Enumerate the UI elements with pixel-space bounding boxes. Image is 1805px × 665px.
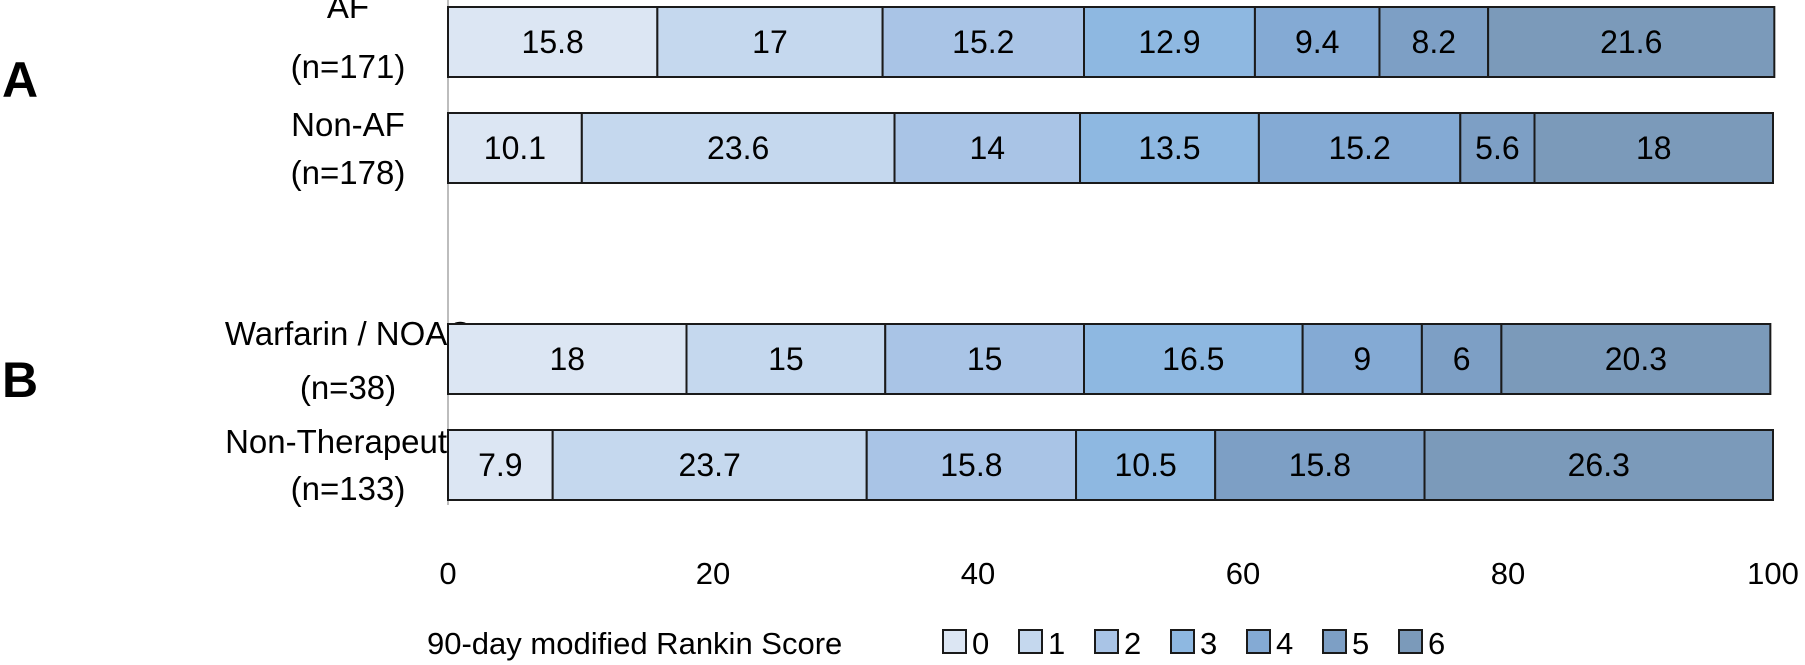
bar-segment-score-1 bbox=[551, 429, 868, 501]
legend-label-score-6: 6 bbox=[1428, 626, 1445, 661]
x-tick-label: 20 bbox=[696, 556, 730, 591]
row-label-name: Non-AF bbox=[291, 106, 405, 143]
bar-segment-score-2 bbox=[865, 429, 1078, 501]
x-tick-label: 0 bbox=[439, 556, 456, 591]
segment-data-label: 16.5 bbox=[1162, 341, 1224, 377]
segment-data-label: 26.3 bbox=[1568, 447, 1630, 483]
segment-data-label: 9 bbox=[1353, 341, 1371, 377]
x-tick-label: 40 bbox=[961, 556, 995, 591]
segment-data-label: 14 bbox=[969, 130, 1005, 166]
segment-data-label: 10.1 bbox=[484, 130, 546, 166]
bar-segment-score-5 bbox=[1420, 323, 1503, 395]
row-label-count: (n=133) bbox=[291, 470, 406, 507]
segment-data-label: 20.3 bbox=[1605, 341, 1667, 377]
bar-segment-score-5 bbox=[1378, 6, 1490, 78]
segment-data-label: 5.6 bbox=[1475, 130, 1519, 166]
panel-letters: AB bbox=[2, 52, 38, 408]
bar-row-0-1: 10.1 23.6 14 13.5 15.2 5.6 18 bbox=[447, 112, 1774, 184]
legend-label-score-5: 5 bbox=[1352, 626, 1369, 661]
row-label-count: (n=38) bbox=[300, 369, 396, 406]
segment-data-label: 15.8 bbox=[1289, 447, 1351, 483]
bar-segment-score-6 bbox=[1533, 112, 1774, 184]
row-label-name: Warfarin / NOAC bbox=[225, 315, 471, 352]
legend-swatch-score-6 bbox=[1398, 629, 1423, 654]
segment-data-label: 15.2 bbox=[1328, 130, 1390, 166]
legend-label-score-4: 4 bbox=[1276, 626, 1293, 661]
bar-segment-score-5 bbox=[1214, 429, 1426, 501]
bar-segment-score-4 bbox=[1301, 323, 1423, 395]
bar-segment-score-1 bbox=[656, 6, 884, 78]
bar-row-1-0: 18 15 15 16.5 9 6 20.3 bbox=[447, 323, 1772, 395]
bar-segment-score-1 bbox=[580, 112, 896, 184]
bar-segment-score-6 bbox=[1487, 6, 1776, 78]
row-label-count: (n=171) bbox=[291, 48, 406, 85]
legend-label-score-1: 1 bbox=[1048, 626, 1065, 661]
bar-segment-score-3 bbox=[1079, 112, 1260, 184]
row-label-count: (n=178) bbox=[291, 154, 406, 191]
bars: 15.8 17 15.2 12.9 9.4 8.2 21.6 10.1 23.6 14 13.5 15… bbox=[447, 6, 1776, 501]
segment-data-label: 23.7 bbox=[679, 447, 741, 483]
legend-swatch-score-0 bbox=[942, 629, 967, 654]
bar-row-1-1: 7.9 23.7 15.8 10.5 15.8 26.3 bbox=[447, 429, 1775, 501]
segment-data-label: 15.8 bbox=[522, 24, 584, 60]
row-label-name: AF bbox=[327, 0, 369, 25]
segment-data-label: 18 bbox=[549, 341, 585, 377]
segment-data-label: 7.9 bbox=[478, 447, 522, 483]
legend-swatch-score-1 bbox=[1018, 629, 1043, 654]
legend-title: 90-day modified Rankin Score bbox=[427, 626, 842, 661]
panel-letter-a: A bbox=[2, 52, 38, 108]
segment-data-label: 17 bbox=[752, 24, 788, 60]
x-tick-label: 80 bbox=[1491, 556, 1525, 591]
legend-swatch-score-2 bbox=[1094, 629, 1119, 654]
bar-segment-score-3 bbox=[1083, 323, 1304, 395]
x-tick-label: 60 bbox=[1226, 556, 1260, 591]
bar-segment-score-6 bbox=[1423, 429, 1775, 501]
segment-data-label: 13.5 bbox=[1138, 130, 1200, 166]
segment-data-label: 8.2 bbox=[1412, 24, 1456, 60]
segment-data-label: 15 bbox=[768, 341, 804, 377]
bar-segment-score-2 bbox=[884, 323, 1085, 395]
bar-segment-score-2 bbox=[881, 6, 1085, 78]
legend: 90-day modified Rankin Score 0 1 2 3 4 5 6 bbox=[427, 626, 1445, 661]
segment-data-label: 12.9 bbox=[1138, 24, 1200, 60]
panel-letter-b: B bbox=[2, 352, 38, 408]
segment-data-label: 10.5 bbox=[1114, 447, 1176, 483]
bar-row-0-0: 15.8 17 15.2 12.9 9.4 8.2 21.6 bbox=[447, 6, 1776, 78]
segment-data-label: 18 bbox=[1636, 130, 1672, 166]
segment-data-label: 6 bbox=[1453, 341, 1471, 377]
bar-segment-score-5 bbox=[1459, 112, 1536, 184]
bar-segment-score-0 bbox=[447, 323, 688, 395]
segment-data-label: 15.2 bbox=[952, 24, 1014, 60]
segment-data-label: 9.4 bbox=[1295, 24, 1339, 60]
bar-segment-score-2 bbox=[893, 112, 1082, 184]
segment-data-label: 15 bbox=[967, 341, 1003, 377]
legend-label-score-2: 2 bbox=[1124, 626, 1141, 661]
row-labels: AF (n=171) Non-AF (n=178) Warfarin / NOAC (n=… bbox=[225, 0, 471, 507]
legend-swatch-score-3 bbox=[1170, 629, 1195, 654]
row-label-name: Non-Therapeutic bbox=[225, 423, 471, 460]
legend-swatch-score-4 bbox=[1246, 629, 1271, 654]
legend-swatch-score-5 bbox=[1322, 629, 1347, 654]
bar-segment-score-1 bbox=[685, 323, 887, 395]
legend-items: 0 1 2 3 4 5 6 bbox=[942, 626, 1445, 661]
legend-label-score-3: 3 bbox=[1200, 626, 1217, 661]
x-tick-label: 100 bbox=[1747, 556, 1799, 591]
legend-label-score-0: 0 bbox=[972, 626, 989, 661]
segment-data-label: 23.6 bbox=[707, 130, 769, 166]
bar-segment-score-6 bbox=[1500, 323, 1772, 395]
segment-data-label: 15.8 bbox=[940, 447, 1002, 483]
segment-data-label: 21.6 bbox=[1600, 24, 1662, 60]
x-axis-ticks: 0 20 40 60 80 100 bbox=[439, 556, 1798, 591]
